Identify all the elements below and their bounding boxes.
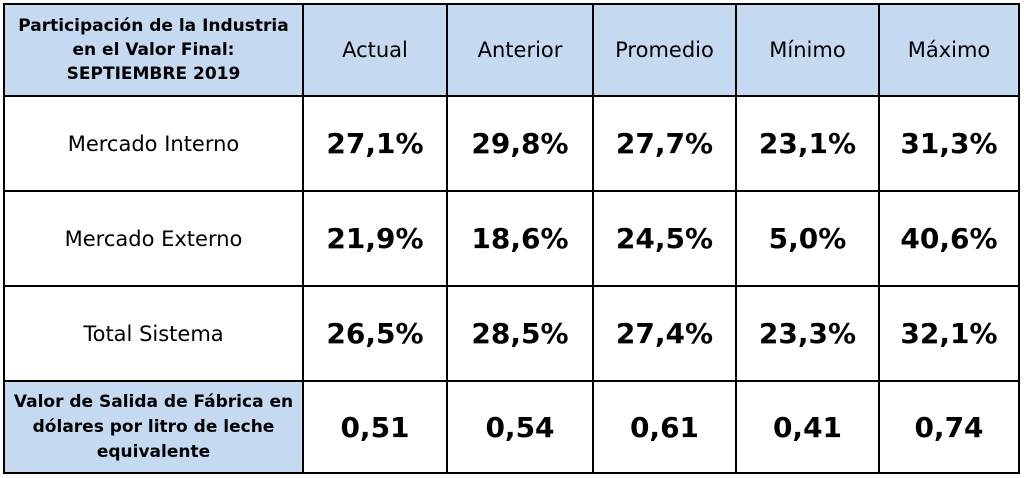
value-cell: 27,4%: [592, 285, 737, 382]
footer-label-line: Valor de Salida de Fábrica en: [13, 391, 294, 412]
footer-label-line: equivalente: [96, 441, 211, 462]
row-label: Mercado Externo: [3, 190, 304, 287]
value-cell: 32,1%: [878, 285, 1020, 382]
value-cell: 0,54: [446, 380, 594, 474]
value-cell: 23,3%: [735, 285, 880, 382]
value-cell: 0,51: [302, 380, 448, 474]
column-header-anterior: Anterior: [446, 3, 594, 97]
footer-label-line: dólares por litro de leche: [32, 416, 275, 437]
row-label: Mercado Interno: [3, 95, 304, 192]
row-label: Total Sistema: [3, 285, 304, 382]
value-cell: 0,74: [878, 380, 1020, 474]
value-cell: 27,7%: [592, 95, 737, 192]
footer-label-cell: Valor de Salida de Fábrica en dólares po…: [3, 380, 304, 474]
value-cell: 0,61: [592, 380, 737, 474]
table-row-mercado-externo: Mercado Externo 21,9% 18,6% 24,5% 5,0% 4…: [3, 190, 1020, 287]
table-row-mercado-interno: Mercado Interno 27,1% 29,8% 27,7% 23,1% …: [3, 95, 1020, 192]
value-cell: 23,1%: [735, 95, 880, 192]
industry-participation-table: Participación de la Industria en el Valo…: [3, 3, 1020, 474]
value-cell: 21,9%: [302, 190, 448, 287]
value-cell: 18,6%: [446, 190, 594, 287]
value-cell: 40,6%: [878, 190, 1020, 287]
value-cell: 24,5%: [592, 190, 737, 287]
value-cell: 0,41: [735, 380, 880, 474]
column-header-actual: Actual: [302, 3, 448, 97]
table-title-line: Participación de la Industria: [18, 16, 289, 36]
value-cell: 27,1%: [302, 95, 448, 192]
table-title-cell: Participación de la Industria en el Valo…: [3, 3, 304, 97]
column-header-maximo: Máximo: [878, 3, 1020, 97]
header-row: Participación de la Industria en el Valo…: [3, 3, 1020, 97]
column-header-promedio: Promedio: [592, 3, 737, 97]
value-cell: 5,0%: [735, 190, 880, 287]
table-row-valor-salida: Valor de Salida de Fábrica en dólares po…: [3, 380, 1020, 474]
value-cell: 29,8%: [446, 95, 594, 192]
table-row-total-sistema: Total Sistema 26,5% 28,5% 27,4% 23,3% 32…: [3, 285, 1020, 382]
table-title-line: SEPTIEMBRE 2019: [66, 64, 241, 84]
value-cell: 31,3%: [878, 95, 1020, 192]
value-cell: 28,5%: [446, 285, 594, 382]
value-cell: 26,5%: [302, 285, 448, 382]
column-header-minimo: Mínimo: [735, 3, 880, 97]
table-title-line: en el Valor Final:: [72, 40, 235, 60]
